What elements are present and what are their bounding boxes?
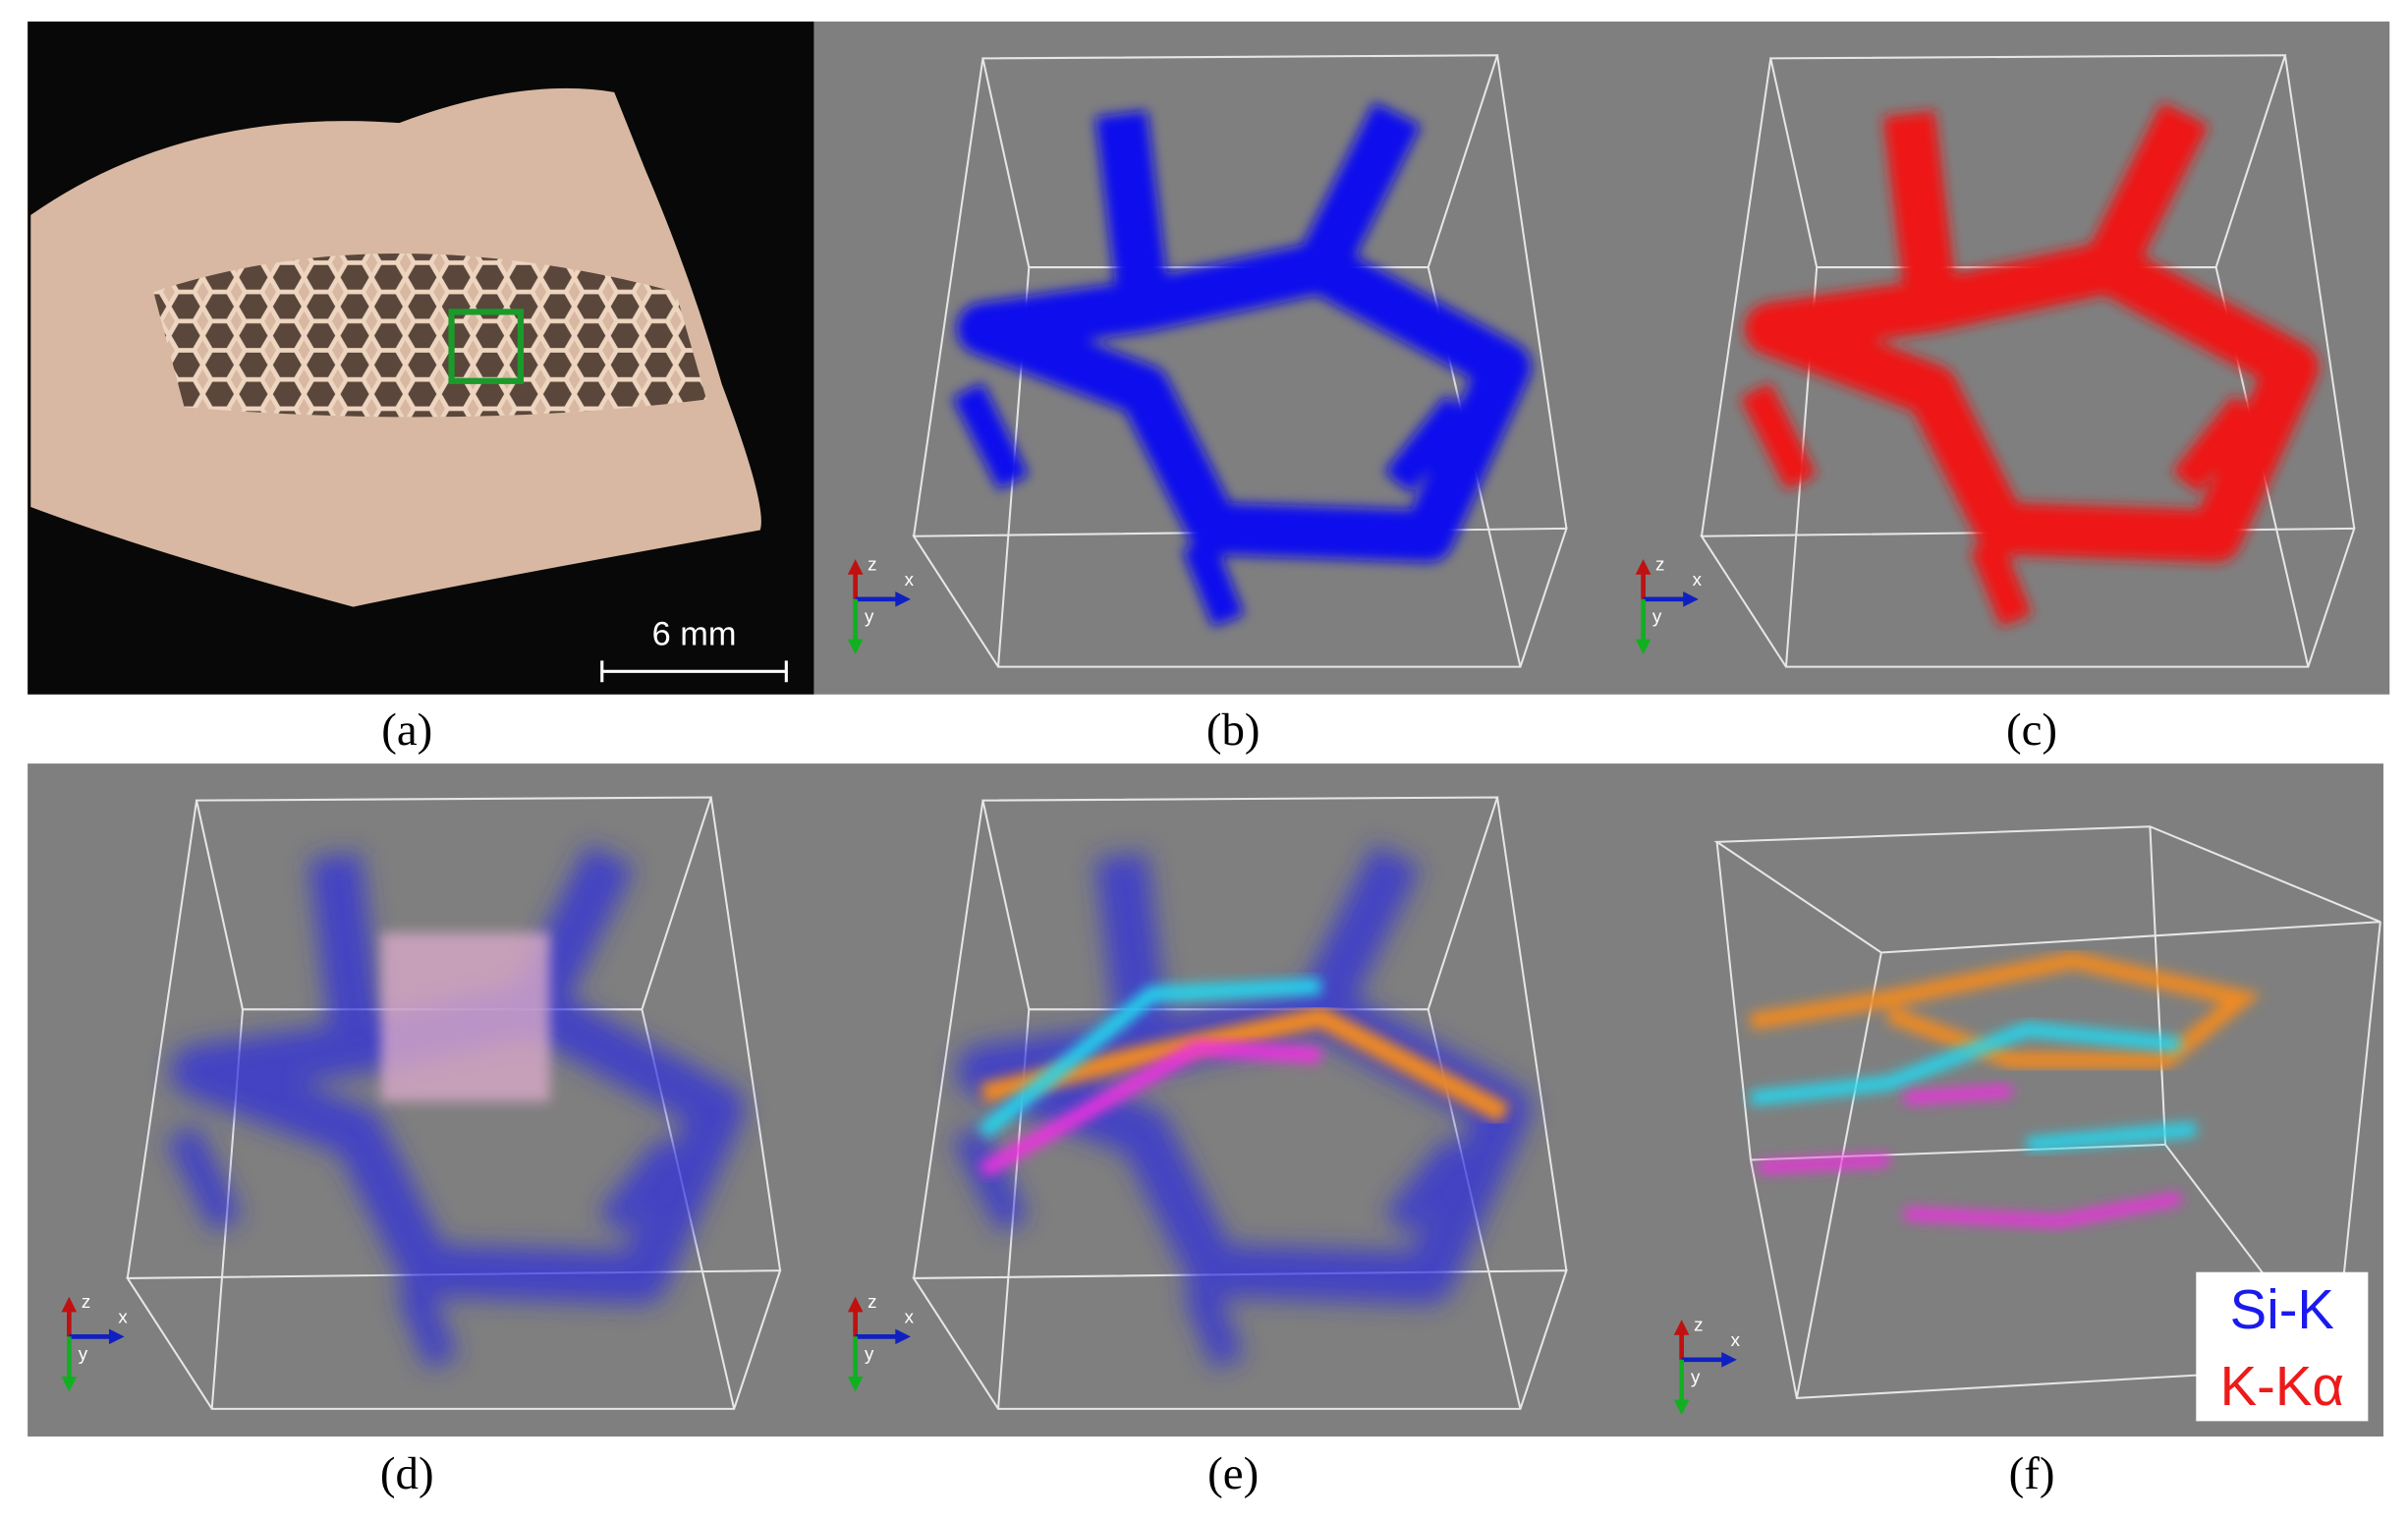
axis-label: z <box>1694 1314 1703 1334</box>
honeycomb-cells <box>153 254 707 418</box>
scale-bar <box>600 660 788 683</box>
volume-f <box>1713 825 2381 1422</box>
axis-x-head <box>895 1328 911 1345</box>
axis-label: z <box>82 1291 90 1312</box>
axis-z-head <box>1635 559 1652 575</box>
axis-x-head <box>895 592 911 607</box>
axis-y-head <box>61 1377 78 1392</box>
axis-z-head <box>847 1296 864 1313</box>
axis-label: x <box>1693 569 1703 590</box>
axis-y-head <box>847 639 864 655</box>
axis-x-head <box>1721 1352 1737 1368</box>
axis-label: x <box>118 1307 128 1327</box>
axis-x-head <box>108 1328 125 1345</box>
axis-label: x <box>1731 1329 1741 1350</box>
axis-label: y <box>865 1343 874 1364</box>
volume-e <box>913 796 1568 1410</box>
axis-y-head <box>1673 1399 1690 1416</box>
axis-z-head <box>1673 1320 1690 1335</box>
axis-label: x <box>905 1307 915 1327</box>
axis-label: z <box>868 553 876 574</box>
scale-bar-label: 6 mm <box>652 616 737 653</box>
axis-z-head <box>61 1296 78 1313</box>
panel-label: (f) <box>2009 1448 2055 1499</box>
panel-label: (a) <box>381 704 432 756</box>
axis-label: z <box>868 1291 876 1312</box>
axis-label: y <box>865 606 874 627</box>
region-marker <box>448 309 525 384</box>
panel-label: (b) <box>1206 704 1260 756</box>
axis-z-head <box>847 559 864 575</box>
panel-label: (c) <box>2006 704 2057 756</box>
legend-entry: K-Kα <box>2220 1355 2344 1417</box>
panel-label: (d) <box>380 1448 434 1499</box>
axis-label: x <box>905 569 915 590</box>
axis-label: y <box>1652 606 1662 627</box>
volume-d <box>126 796 782 1410</box>
panel-label: (e) <box>1207 1448 1259 1499</box>
legend-entry: Si-K <box>2230 1278 2334 1340</box>
axis-label: y <box>79 1343 88 1364</box>
axis-x-head <box>1683 592 1699 607</box>
axis-y-head <box>847 1377 864 1392</box>
axis-label: z <box>1655 553 1664 574</box>
axis-label: y <box>1691 1367 1701 1387</box>
axis-y-head <box>1635 639 1652 655</box>
